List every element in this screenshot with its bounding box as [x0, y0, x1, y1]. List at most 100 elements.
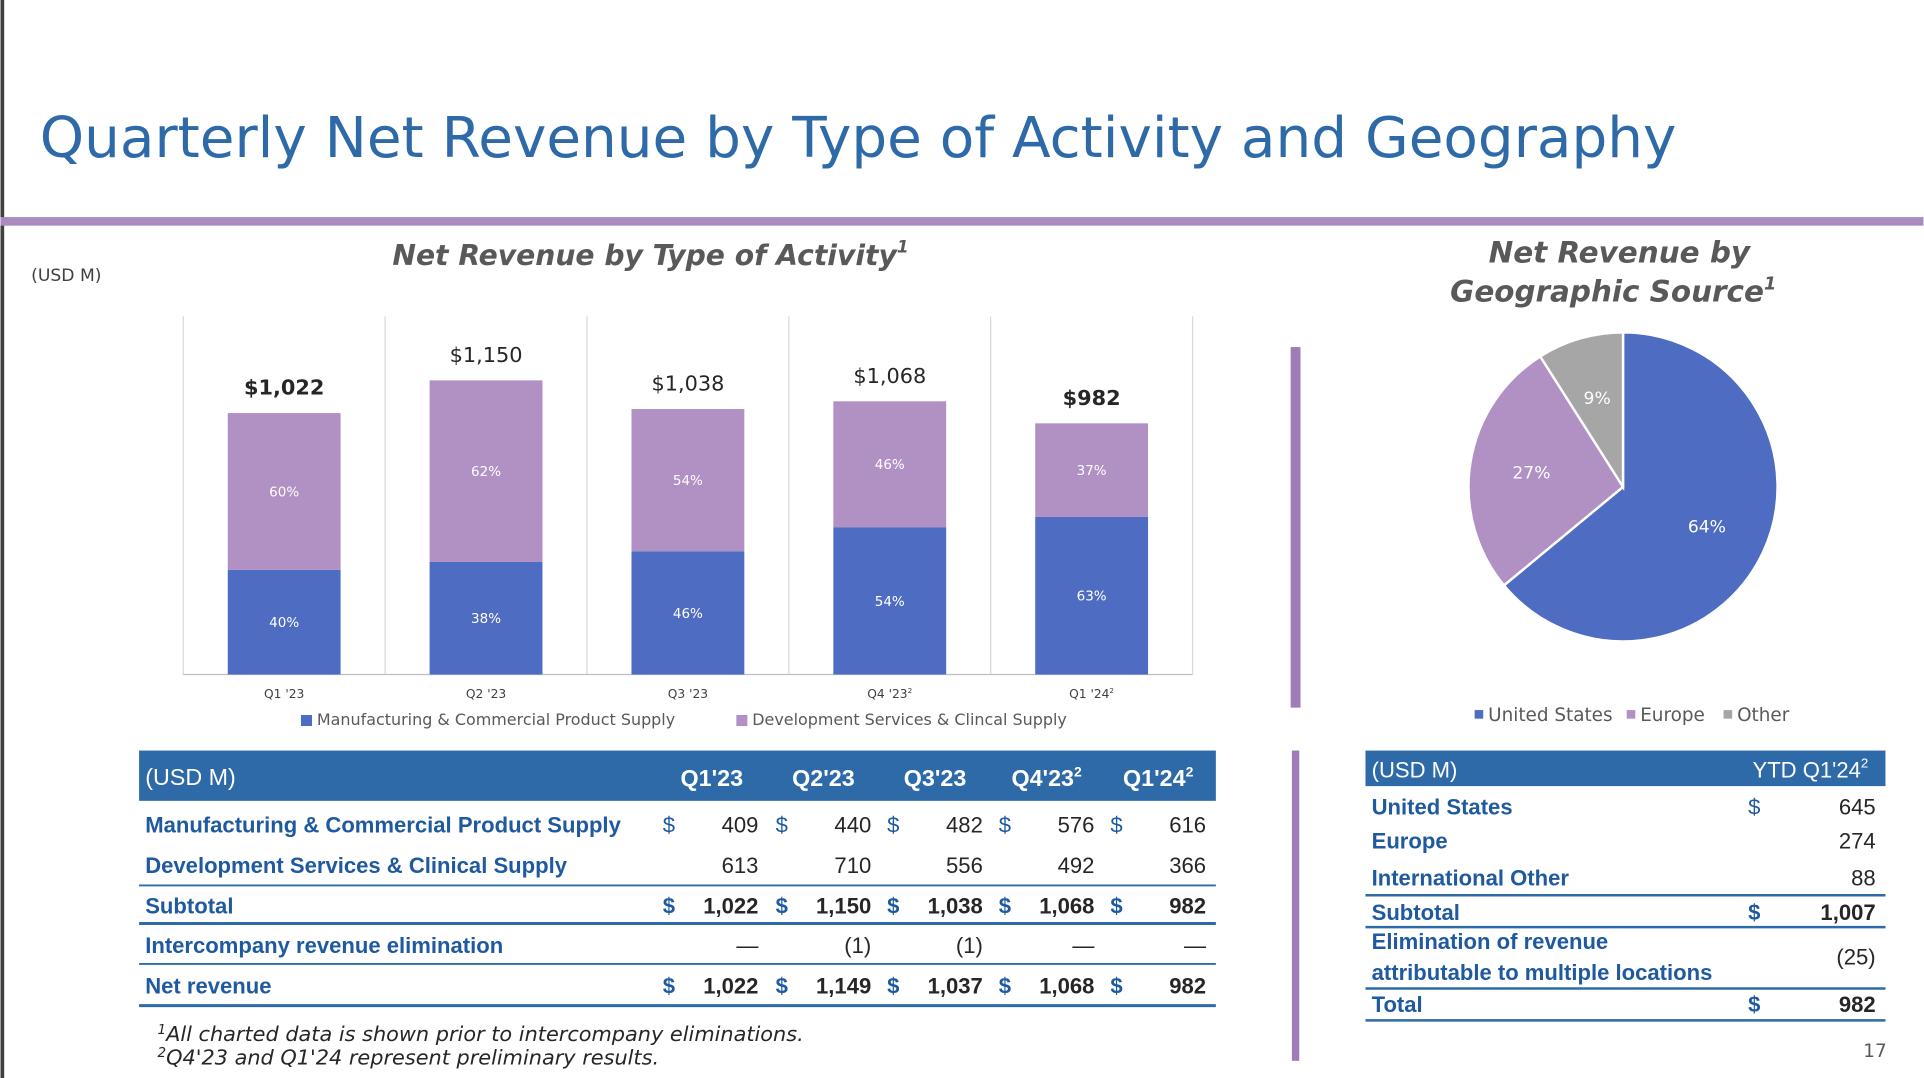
- divider: [0, 217, 1924, 226]
- header-text: YTD Q1'24: [1752, 758, 1860, 783]
- share-label: 60%: [269, 484, 299, 500]
- footnote: 1All charted data is shown prior to inte…: [157, 1022, 803, 1046]
- header-text: Q4'23: [1011, 765, 1074, 791]
- header-cell: YTD Q1'242: [1752, 756, 1868, 783]
- pie-slice: [1467, 354, 1625, 588]
- currency: $: [887, 894, 899, 919]
- legend-swatch: [1474, 710, 1484, 719]
- bar-segment: [833, 527, 947, 675]
- footnote-mark: 2: [157, 1045, 166, 1061]
- cell: 1,038: [928, 894, 983, 919]
- cell: 645: [1839, 794, 1876, 819]
- header-cell: Q1'242: [1123, 763, 1194, 791]
- cell: 1,022: [703, 894, 758, 919]
- currency: $: [999, 973, 1011, 998]
- share-label: 40%: [269, 615, 299, 631]
- footnote-text: All charted data is shown prior to inter…: [164, 1022, 804, 1046]
- row-label: attributable to multiple locations: [1372, 960, 1713, 985]
- legend-label: United States: [1488, 705, 1612, 726]
- cell: 613: [722, 853, 759, 878]
- superscript: 2: [1861, 756, 1868, 771]
- cell: (25): [1836, 945, 1875, 970]
- superscript: 2: [1186, 763, 1194, 779]
- cell: 982: [1169, 973, 1206, 998]
- cell: (1): [956, 933, 983, 958]
- currency: $: [663, 894, 675, 919]
- cell: 482: [946, 813, 983, 838]
- currency: $: [887, 973, 899, 998]
- chart-title: Net Revenue by: [1489, 235, 1752, 269]
- chart-title-text: Net Revenue by Type of Activity: [392, 239, 898, 272]
- currency: $: [663, 973, 675, 998]
- total-label: $1,150: [450, 343, 523, 367]
- footnote-mark: 1: [157, 1022, 166, 1038]
- currency: $: [1748, 992, 1760, 1017]
- x-tick-label: Q2 '23: [466, 687, 506, 701]
- x-tick-label: Q3 '23: [668, 687, 708, 701]
- currency: $: [776, 973, 788, 998]
- chart-title: Geographic Source1: [1450, 274, 1776, 308]
- category: Q3 '23: [668, 687, 708, 701]
- share-label: 54%: [673, 473, 703, 489]
- pie-label: 64%: [1688, 517, 1726, 537]
- header-cell: Q4'232: [1011, 763, 1082, 791]
- cell: 1,068: [1039, 894, 1094, 919]
- header-cell: (USD M): [145, 764, 236, 790]
- pie-slice: [1538, 331, 1625, 492]
- x-tick-label: Q1 '242: [1069, 686, 1114, 701]
- category: Q2 '23: [466, 687, 506, 701]
- row-label: International Other: [1372, 865, 1570, 890]
- cell: 576: [1058, 813, 1095, 838]
- legend-swatch: [1626, 710, 1636, 719]
- legend-swatch: [1723, 710, 1733, 719]
- currency: $: [999, 813, 1011, 838]
- header-text: Q1'24: [1123, 765, 1186, 791]
- row-label: Intercompany revenue elimination: [145, 933, 503, 958]
- pie-label: 9%: [1584, 389, 1611, 409]
- bar-segment: [429, 561, 543, 675]
- category: Q4 '23: [867, 687, 907, 701]
- cell: —: [736, 933, 759, 958]
- bar-segment: [227, 413, 341, 570]
- footnote-text: Q4'23 and Q1'24 represent preliminary re…: [166, 1046, 659, 1070]
- cell: 366: [1169, 853, 1206, 878]
- header-cell: Q1'23: [681, 765, 744, 791]
- cell: 1,007: [1820, 900, 1875, 925]
- footnote: 2Q4'23 and Q1'24 represent preliminary r…: [157, 1045, 659, 1069]
- legend-swatch: [736, 714, 748, 727]
- bar-segment: [429, 380, 543, 562]
- total-label: $1,068: [853, 364, 926, 388]
- unit-note: (USD M): [31, 266, 101, 286]
- currency: $: [663, 813, 675, 838]
- cell: 710: [834, 853, 871, 878]
- x-tick-label: Q1 '23: [264, 687, 304, 701]
- row-label: Subtotal: [1372, 900, 1460, 925]
- cell: 1,150: [816, 894, 871, 919]
- cell: 1,037: [928, 973, 983, 998]
- row-label: Manufacturing & Commercial Product Suppl…: [145, 813, 621, 838]
- currency: $: [776, 813, 788, 838]
- currency: $: [776, 894, 788, 919]
- legend-label: Manufacturing & Commercial Product Suppl…: [317, 710, 675, 729]
- superscript: 1: [1764, 274, 1776, 294]
- category: Q1 '24: [1069, 687, 1109, 701]
- currency: $: [1748, 794, 1760, 819]
- total-label: $982: [1063, 386, 1121, 410]
- header-cell: (USD M): [1372, 758, 1458, 783]
- bar-segment: [631, 551, 745, 675]
- cell: —: [1072, 933, 1095, 958]
- cell: 409: [722, 813, 759, 838]
- table-header: [139, 750, 1216, 801]
- pie-label: 27%: [1512, 464, 1550, 484]
- pie-slice: [1502, 331, 1779, 643]
- table-header: [1365, 750, 1886, 787]
- total-label: $1,038: [651, 372, 724, 396]
- share-label: 46%: [875, 457, 905, 473]
- cell: 616: [1169, 813, 1206, 838]
- share-label: 37%: [1077, 463, 1107, 479]
- bar-segment: [1035, 423, 1149, 517]
- superscript: 2: [908, 686, 913, 695]
- header-cell: Q2'23: [792, 765, 855, 791]
